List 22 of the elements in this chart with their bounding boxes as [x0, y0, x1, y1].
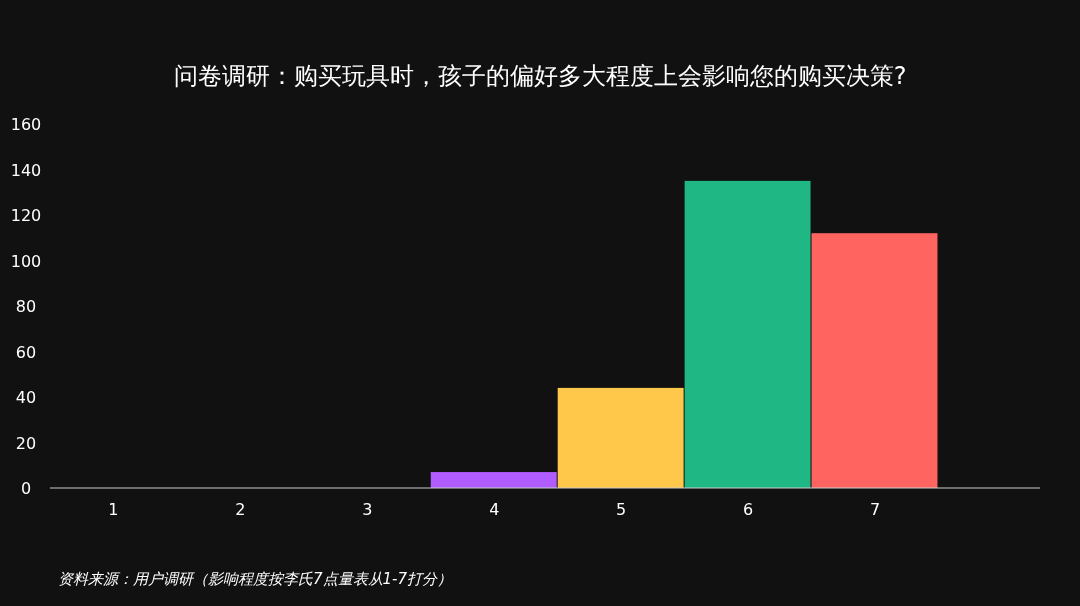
y-tick-label: 60 [15, 342, 37, 362]
bar [684, 180, 811, 488]
bar [557, 387, 684, 488]
y-tick-label: 80 [15, 297, 37, 316]
x-tick-label: 6 [742, 500, 754, 519]
y-tick-label: 20 [15, 433, 37, 453]
text: 资料来源：用户调研（影响程度按李氏7点量表从1-7打分） [58, 570, 453, 588]
x-tick-label: 7 [869, 500, 881, 519]
y-tick-label: 100 [10, 251, 42, 271]
x-tick-label: 2 [235, 500, 246, 519]
y-tick-label: 120 [10, 206, 42, 225]
chart-title: 问卷调研：购买玩具时，孩子的偏好多大程度上会影响您的购买决策? [173, 62, 907, 90]
bar [430, 472, 557, 488]
x-tick-label: 1 [108, 500, 119, 519]
bar [811, 233, 938, 488]
x-tick-label: 4 [489, 500, 500, 519]
x-tick-label: 5 [616, 500, 627, 519]
x-tick-label: 3 [362, 500, 373, 519]
y-tick-label: 140 [10, 160, 42, 180]
y-tick-label: 0 [20, 479, 32, 498]
y-tick-label: 40 [15, 388, 37, 407]
y-tick-label: 160 [10, 115, 42, 134]
